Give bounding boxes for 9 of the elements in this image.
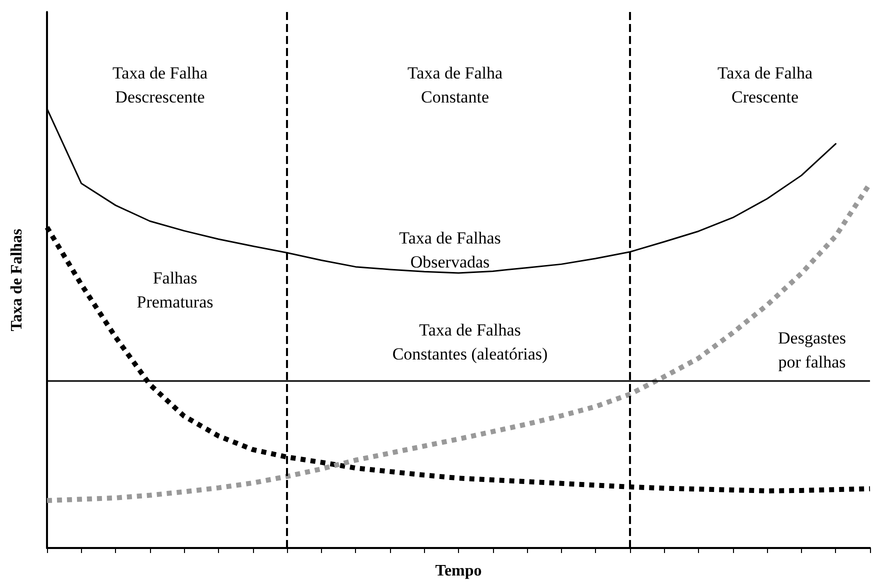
text: Taxa de Falha Descrescente [112,64,208,106]
y-axis-title: Taxa de Falhas [8,228,26,332]
annotation: Taxa de Falhas Observadas [399,228,501,272]
annotation: Desgastes por falhas [778,328,846,372]
text: Taxa de Falha Constante [407,64,503,106]
x-axis-title: Tempo [435,562,482,580]
text: Taxa de Falha Crescente [717,64,813,106]
annotation: Falhas Prematuras [136,268,214,312]
annotation: Taxa de Falhas Constantes (aleatórias) [392,320,548,364]
